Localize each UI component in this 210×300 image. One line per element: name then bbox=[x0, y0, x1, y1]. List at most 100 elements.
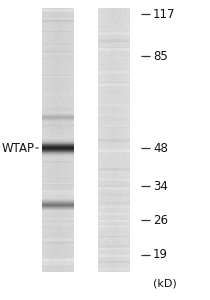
Bar bbox=[42, 111, 74, 112]
Bar bbox=[42, 216, 74, 217]
Bar bbox=[42, 115, 74, 116]
Bar bbox=[42, 153, 74, 154]
Bar bbox=[42, 189, 74, 190]
Bar bbox=[42, 118, 74, 119]
Bar bbox=[42, 128, 74, 129]
Bar bbox=[42, 107, 74, 108]
Bar bbox=[42, 117, 74, 118]
Text: 48: 48 bbox=[153, 142, 168, 154]
Bar bbox=[42, 203, 74, 204]
Bar bbox=[42, 194, 74, 195]
Bar bbox=[42, 150, 74, 151]
Bar bbox=[42, 133, 74, 134]
Bar bbox=[42, 109, 74, 110]
Bar bbox=[42, 125, 74, 126]
Bar bbox=[42, 124, 74, 125]
Bar bbox=[42, 167, 74, 168]
Bar bbox=[42, 137, 74, 138]
Bar bbox=[42, 119, 74, 120]
Bar bbox=[42, 218, 74, 219]
Bar bbox=[42, 135, 74, 136]
Bar bbox=[42, 113, 74, 114]
Bar bbox=[42, 147, 74, 148]
Bar bbox=[42, 199, 74, 200]
Bar bbox=[42, 208, 74, 209]
Bar bbox=[42, 151, 74, 152]
Bar bbox=[42, 140, 74, 141]
Text: WTAP: WTAP bbox=[2, 142, 35, 154]
Bar bbox=[42, 211, 74, 212]
Bar bbox=[42, 138, 74, 139]
Bar bbox=[42, 196, 74, 197]
Bar bbox=[42, 157, 74, 158]
Bar bbox=[42, 205, 74, 206]
Bar bbox=[42, 122, 74, 123]
Bar bbox=[42, 134, 74, 135]
Bar bbox=[42, 131, 74, 132]
Bar bbox=[42, 141, 74, 142]
Bar bbox=[42, 159, 74, 160]
Bar bbox=[42, 121, 74, 122]
Bar bbox=[42, 132, 74, 133]
Bar bbox=[42, 191, 74, 192]
Bar bbox=[42, 201, 74, 202]
Bar bbox=[42, 129, 74, 130]
Bar bbox=[42, 142, 74, 143]
Bar bbox=[42, 112, 74, 113]
Bar bbox=[42, 116, 74, 117]
Bar bbox=[42, 220, 74, 221]
Bar bbox=[42, 158, 74, 159]
Bar bbox=[42, 210, 74, 211]
Bar bbox=[42, 215, 74, 216]
Text: 117: 117 bbox=[153, 8, 176, 20]
Bar bbox=[42, 155, 74, 156]
Bar bbox=[42, 127, 74, 128]
Bar bbox=[42, 120, 74, 121]
Bar bbox=[42, 145, 74, 146]
Bar bbox=[42, 126, 74, 127]
Text: 34: 34 bbox=[153, 179, 168, 193]
Bar bbox=[42, 146, 74, 147]
Bar bbox=[42, 202, 74, 203]
Bar bbox=[42, 110, 74, 111]
Bar bbox=[42, 213, 74, 214]
Bar bbox=[42, 148, 74, 149]
Bar bbox=[42, 130, 74, 131]
Bar bbox=[42, 165, 74, 166]
Text: 26: 26 bbox=[153, 214, 168, 226]
Bar bbox=[42, 144, 74, 145]
Text: 85: 85 bbox=[153, 50, 168, 62]
Bar bbox=[42, 128, 74, 129]
Bar bbox=[42, 123, 74, 124]
Bar bbox=[42, 114, 74, 115]
Bar bbox=[42, 207, 74, 208]
Bar bbox=[42, 200, 74, 201]
Bar bbox=[42, 149, 74, 150]
Bar bbox=[42, 108, 74, 109]
Bar bbox=[42, 143, 74, 144]
Bar bbox=[42, 154, 74, 155]
Bar bbox=[42, 206, 74, 207]
Bar bbox=[42, 139, 74, 140]
Bar bbox=[42, 198, 74, 199]
Text: 19: 19 bbox=[153, 248, 168, 262]
Bar bbox=[42, 129, 74, 130]
Bar bbox=[42, 152, 74, 153]
Bar bbox=[42, 212, 74, 213]
Bar bbox=[42, 197, 74, 198]
Bar bbox=[42, 204, 74, 205]
Bar bbox=[42, 156, 74, 157]
Bar bbox=[42, 161, 74, 162]
Text: (kD): (kD) bbox=[153, 278, 177, 288]
Bar bbox=[42, 196, 74, 197]
Bar bbox=[42, 164, 74, 165]
Bar bbox=[42, 163, 74, 164]
Bar bbox=[42, 214, 74, 215]
Bar bbox=[42, 219, 74, 220]
Bar bbox=[42, 136, 74, 137]
Bar bbox=[42, 193, 74, 194]
Bar bbox=[42, 106, 74, 107]
Bar bbox=[42, 160, 74, 161]
Bar bbox=[42, 192, 74, 193]
Bar bbox=[42, 162, 74, 163]
